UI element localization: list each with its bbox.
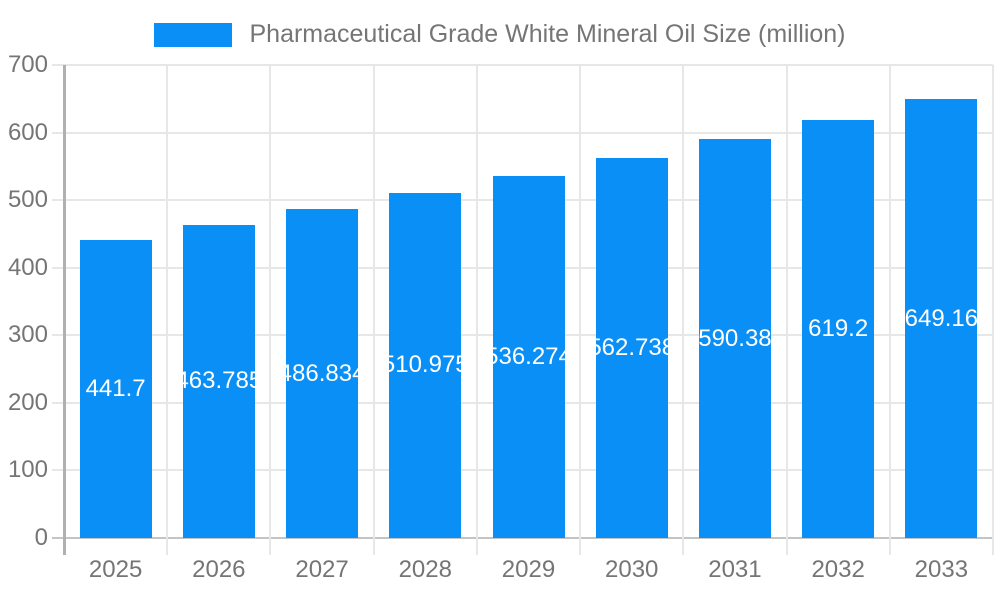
y-axis-tick-label: 200 [7,388,48,416]
y-gridline [52,64,993,66]
x-axis-tick-label: 2025 [88,556,143,583]
x-axis-tick-label: 2032 [811,556,865,583]
v-gridline [682,65,685,555]
chart-legend[interactable]: Pharmaceutical Grade White Mineral Oil S… [0,20,1000,49]
y-axis-tick-label: 0 [34,524,48,551]
v-gridline [992,65,994,555]
bar-2025[interactable]: 441.7 [79,239,152,538]
bar-2029[interactable]: 536.274 [492,175,565,538]
bar-2033[interactable]: 649.16 [905,99,978,538]
v-gridline [888,65,891,555]
bar-value-label: 536.274 [493,342,565,370]
x-axis-tick-label: 2026 [192,556,246,583]
y-axis-tick-label: 100 [7,456,48,484]
legend-label: Pharmaceutical Grade White Mineral Oil S… [249,20,846,48]
bar-2026[interactable]: 463.785 [182,224,255,538]
bar-value-label: 441.7 [85,374,146,402]
x-axis-tick-label: 2028 [398,556,452,583]
bar-value-label: 590.38 [698,324,771,352]
v-gridline [269,65,272,555]
bar-value-label: 510.975 [389,351,461,379]
y-axis-tick-label: 300 [7,321,48,349]
bar-value-label: 649.16 [905,304,978,332]
y-gridline [52,131,993,134]
bar-2028[interactable]: 510.975 [389,192,462,538]
legend-swatch-icon [154,22,233,47]
y-axis-tick-label: 400 [7,253,48,281]
v-gridline [579,65,582,555]
bar-value-label: 562.738 [596,333,668,361]
bar-2027[interactable]: 486.834 [286,209,359,538]
bar-value-label: 463.785 [183,367,255,395]
v-gridline [166,65,169,555]
y-axis-tick-label: 600 [7,118,48,146]
x-axis-tick-label: 2030 [605,556,659,583]
y-axis-tick-label: 700 [7,51,48,78]
v-gridline [785,65,788,555]
x-axis-line [52,537,993,539]
x-axis-tick-label: 2033 [914,556,969,583]
v-gridline [475,65,478,555]
bar-2032[interactable]: 619.2 [802,119,875,538]
bar-2031[interactable]: 590.38 [698,139,771,538]
x-axis-tick-label: 2027 [295,556,349,583]
y-axis-line [63,65,66,555]
y-axis-tick-label: 500 [7,186,48,214]
x-axis-tick-label: 2031 [708,556,762,583]
bar-2030[interactable]: 562.738 [595,157,668,538]
x-axis-tick-label: 2029 [501,556,556,583]
bar-value-label: 619.2 [808,314,869,342]
v-gridline [372,65,375,555]
bar-value-label: 486.834 [286,359,358,387]
